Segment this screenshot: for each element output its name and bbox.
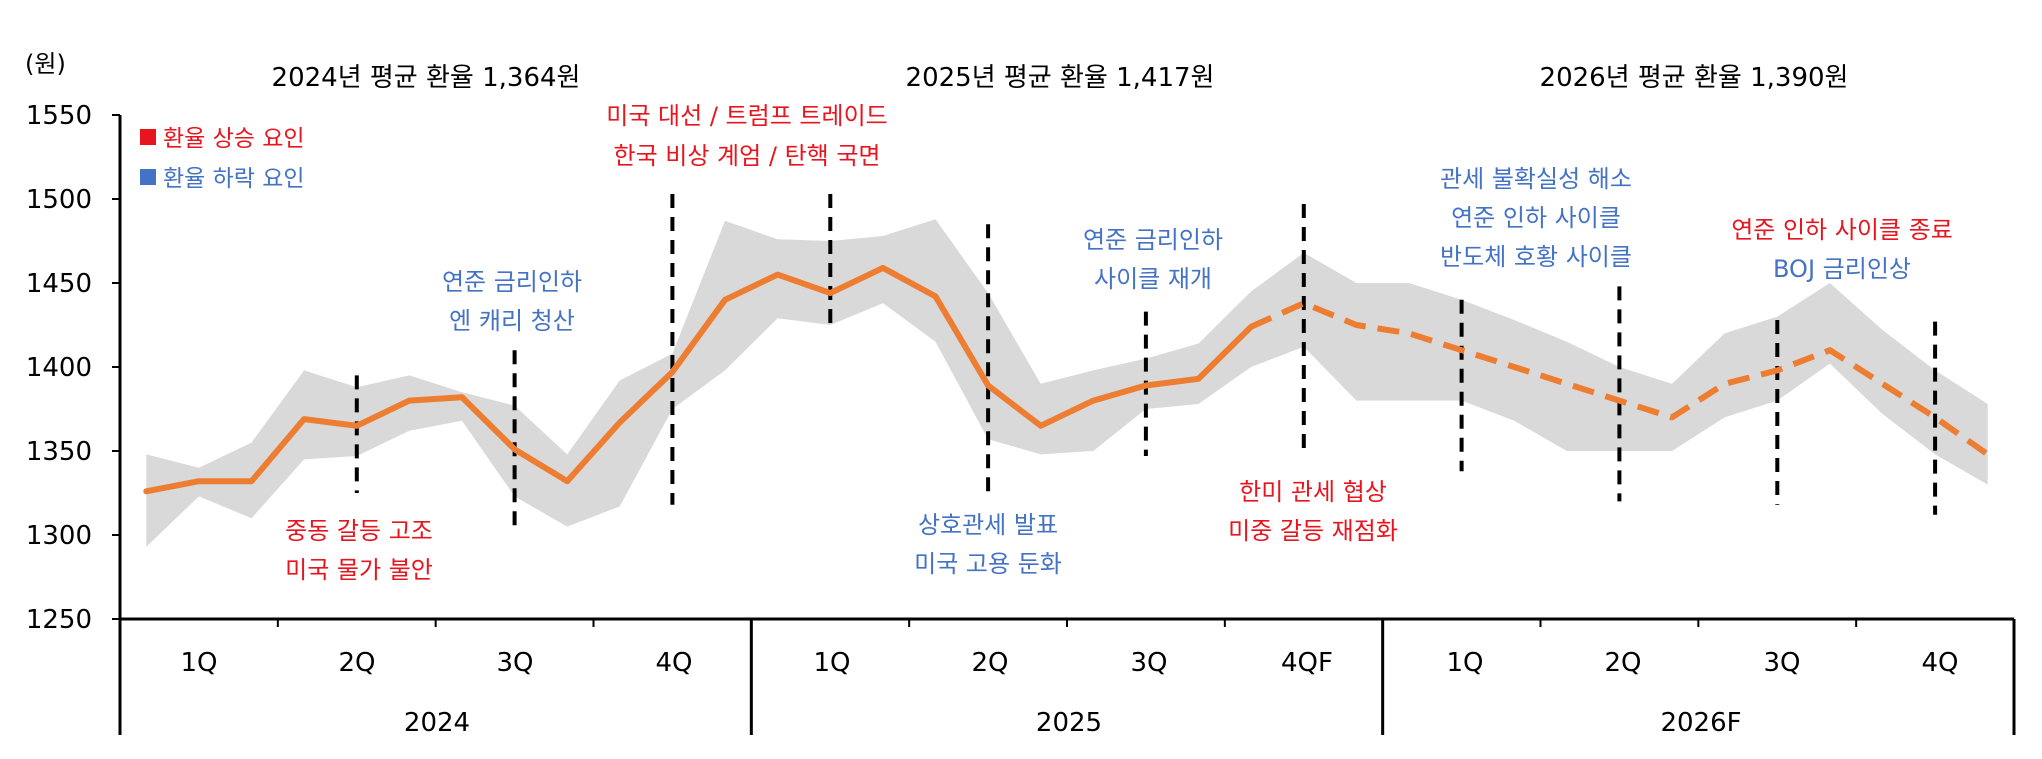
quarter-label: 3Q xyxy=(496,648,533,678)
y-tick-label: 1400 xyxy=(26,353,92,383)
annotation-line: 연준 인하 사이클 xyxy=(1451,204,1621,232)
quarter-label: 2Q xyxy=(971,648,1008,678)
axes xyxy=(112,114,2016,735)
annotation-line: 미국 고용 둔화 xyxy=(914,550,1062,578)
year-label: 2024 xyxy=(404,708,470,738)
annotation-line: 상호관세 발표 xyxy=(918,511,1058,539)
annotation-line: 미중 갈등 재점화 xyxy=(1228,517,1398,545)
y-tick-label: 1450 xyxy=(26,269,92,299)
quarter-label: 3Q xyxy=(1130,648,1167,678)
y-tick-label: 1350 xyxy=(26,437,92,467)
unit-label: (원) xyxy=(25,50,66,78)
annotation-line: BOJ 금리인상 xyxy=(1773,255,1911,283)
quarter-label: 1Q xyxy=(813,648,850,678)
actual-line xyxy=(143,264,1255,495)
range-band-layer xyxy=(146,219,1988,547)
legend-swatch-up xyxy=(140,129,156,145)
quarter-label: 4QF xyxy=(1281,648,1333,678)
legend-label-down: 환율 하락 요인 xyxy=(163,166,305,192)
y-tick-label: 1300 xyxy=(26,521,92,551)
annotation-line: 엔 캐리 청산 xyxy=(449,307,575,335)
x-axis-quarter-labels: 1Q 2Q 3Q 4Q 1Q 2Q 3Q 4QF 1Q 2Q 3Q 4Q xyxy=(180,648,1958,678)
annotation-line: 사이클 재개 xyxy=(1094,265,1212,293)
annotation-line: 연준 인하 사이클 종료 xyxy=(1731,216,1953,244)
quarter-label: 2Q xyxy=(338,648,375,678)
annotation-line: 중동 갈등 고조 xyxy=(285,517,433,545)
year-title-2024: 2024년 평균 환율 1,364원 xyxy=(272,63,581,93)
year-label: 2026F xyxy=(1660,708,1741,738)
series-line-layer xyxy=(143,264,1990,495)
annotation-line: 미국 물가 불안 xyxy=(285,556,433,584)
range-band xyxy=(146,219,1988,547)
year-title-2026: 2026년 평균 환율 1,390원 xyxy=(1540,63,1849,93)
quarter-label: 4Q xyxy=(1921,648,1958,678)
legend: 환율 상승 요인 환율 하락 요인 xyxy=(140,126,305,192)
year-titles: 2024년 평균 환율 1,364원 2025년 평균 환율 1,417원 20… xyxy=(272,63,1849,93)
annotation-line: 한국 비상 계엄 / 탄핵 국면 xyxy=(613,142,880,170)
annotation-line: 한미 관세 협상 xyxy=(1239,478,1387,506)
y-axis-tick-labels: 1550 1500 1450 1400 1350 1300 1250 xyxy=(26,101,92,635)
year-title-2025: 2025년 평균 환율 1,417원 xyxy=(906,63,1215,93)
annotation-line: 관세 불확실성 해소 xyxy=(1440,165,1632,193)
x-axis-year-labels: 2024 2025 2026F xyxy=(404,708,1742,738)
event-annotations: 중동 갈등 고조 미국 물가 불안 연준 금리인하 엔 캐리 청산 미국 대선 … xyxy=(285,102,1953,584)
legend-label-up: 환율 상승 요인 xyxy=(163,126,305,152)
forecast-line xyxy=(1249,300,1990,457)
quarter-label: 4Q xyxy=(655,648,692,678)
annotation-line: 반도체 호황 사이클 xyxy=(1440,243,1632,271)
year-label: 2025 xyxy=(1036,708,1102,738)
quarter-label: 1Q xyxy=(1446,648,1483,678)
quarter-label: 2Q xyxy=(1604,648,1641,678)
quarter-label: 3Q xyxy=(1763,648,1800,678)
annotation-line: 미국 대선 / 트럼프 트레이드 xyxy=(606,102,887,130)
annotation-line: 연준 금리인하 xyxy=(442,268,582,296)
y-tick-label: 1250 xyxy=(26,605,92,635)
legend-swatch-down xyxy=(140,169,156,185)
y-tick-label: 1550 xyxy=(26,101,92,131)
annotation-line: 연준 금리인하 xyxy=(1083,226,1223,254)
quarter-label: 1Q xyxy=(180,648,217,678)
event-marker-layer xyxy=(354,194,1938,532)
y-tick-label: 1500 xyxy=(26,185,92,215)
